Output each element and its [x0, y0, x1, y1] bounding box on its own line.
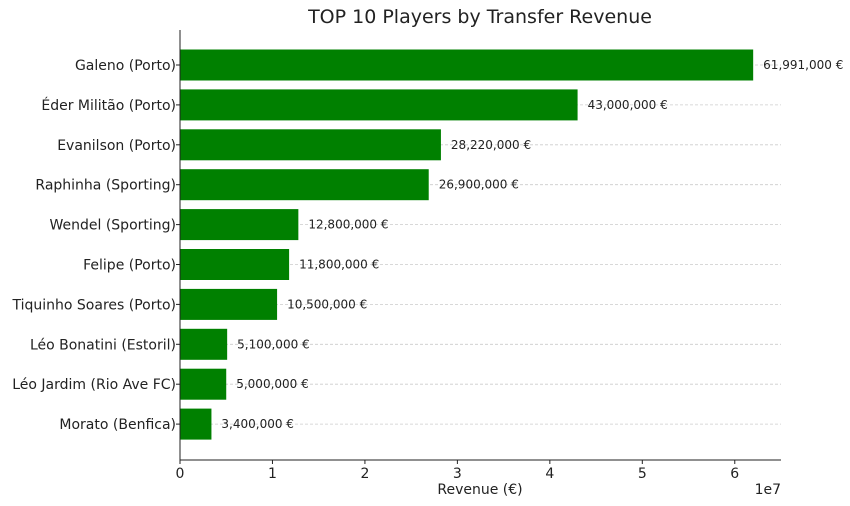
- value-labels: 61,991,000 € 43,000,000 € 28,220,000 € 26,9…: [221, 58, 843, 431]
- bar: [180, 129, 441, 161]
- bar: [180, 249, 290, 280]
- x-axis-offset-label: 1e7: [755, 482, 781, 498]
- category-label: Tiquinho Soares (Porto): [11, 297, 176, 313]
- x-axis-title: Revenue (€): [437, 482, 522, 498]
- value-label: 61,991,000 €: [763, 58, 843, 72]
- value-label: 12,800,000 €: [308, 218, 388, 232]
- x-tick-label: 1: [268, 466, 277, 482]
- value-label: 43,000,000 €: [588, 98, 668, 112]
- value-label: 10,500,000 €: [287, 297, 367, 311]
- x-tick-label: 2: [360, 466, 369, 482]
- x-tick-label: 6: [730, 466, 739, 482]
- bar: [180, 408, 212, 440]
- bar: [180, 288, 278, 320]
- x-tick-label: 3: [453, 466, 462, 482]
- value-label: 26,900,000 €: [439, 178, 519, 192]
- category-label: Morato (Benfica): [59, 417, 176, 433]
- category-label: Felipe (Porto): [83, 258, 176, 274]
- x-tick-label: 5: [638, 466, 647, 482]
- category-label: Léo Bonatini (Estoril): [30, 337, 176, 353]
- bar: [180, 209, 299, 241]
- category-label: Wendel (Sporting): [49, 218, 176, 234]
- bars: [180, 49, 754, 440]
- value-label: 5,100,000 €: [237, 337, 310, 351]
- bar: [180, 368, 227, 400]
- x-tick-label: 4: [545, 466, 554, 482]
- value-label: 11,800,000 €: [299, 258, 379, 272]
- value-label: 5,000,000 €: [236, 377, 309, 391]
- x-axis: 0 1 2 3 4 5 6: [176, 64, 739, 482]
- category-label: Éder Militão (Porto): [41, 97, 176, 114]
- x-tick-label: 0: [176, 466, 185, 482]
- category-label: Léo Jardim (Rio Ave FC): [12, 377, 176, 393]
- bar: [180, 328, 228, 360]
- value-label: 3,400,000 €: [221, 417, 294, 431]
- category-label: Raphinha (Sporting): [35, 178, 176, 194]
- category-label: Evanilson (Porto): [57, 138, 176, 154]
- value-label: 28,220,000 €: [451, 138, 531, 152]
- bar: [180, 89, 578, 121]
- chart-title: TOP 10 Players by Transfer Revenue: [307, 6, 652, 28]
- category-label: Galeno (Porto): [75, 58, 176, 74]
- category-labels: Galeno (Porto) Éder Militão (Porto) Evanil…: [11, 58, 176, 433]
- bar: [180, 169, 429, 201]
- bar: [180, 49, 754, 81]
